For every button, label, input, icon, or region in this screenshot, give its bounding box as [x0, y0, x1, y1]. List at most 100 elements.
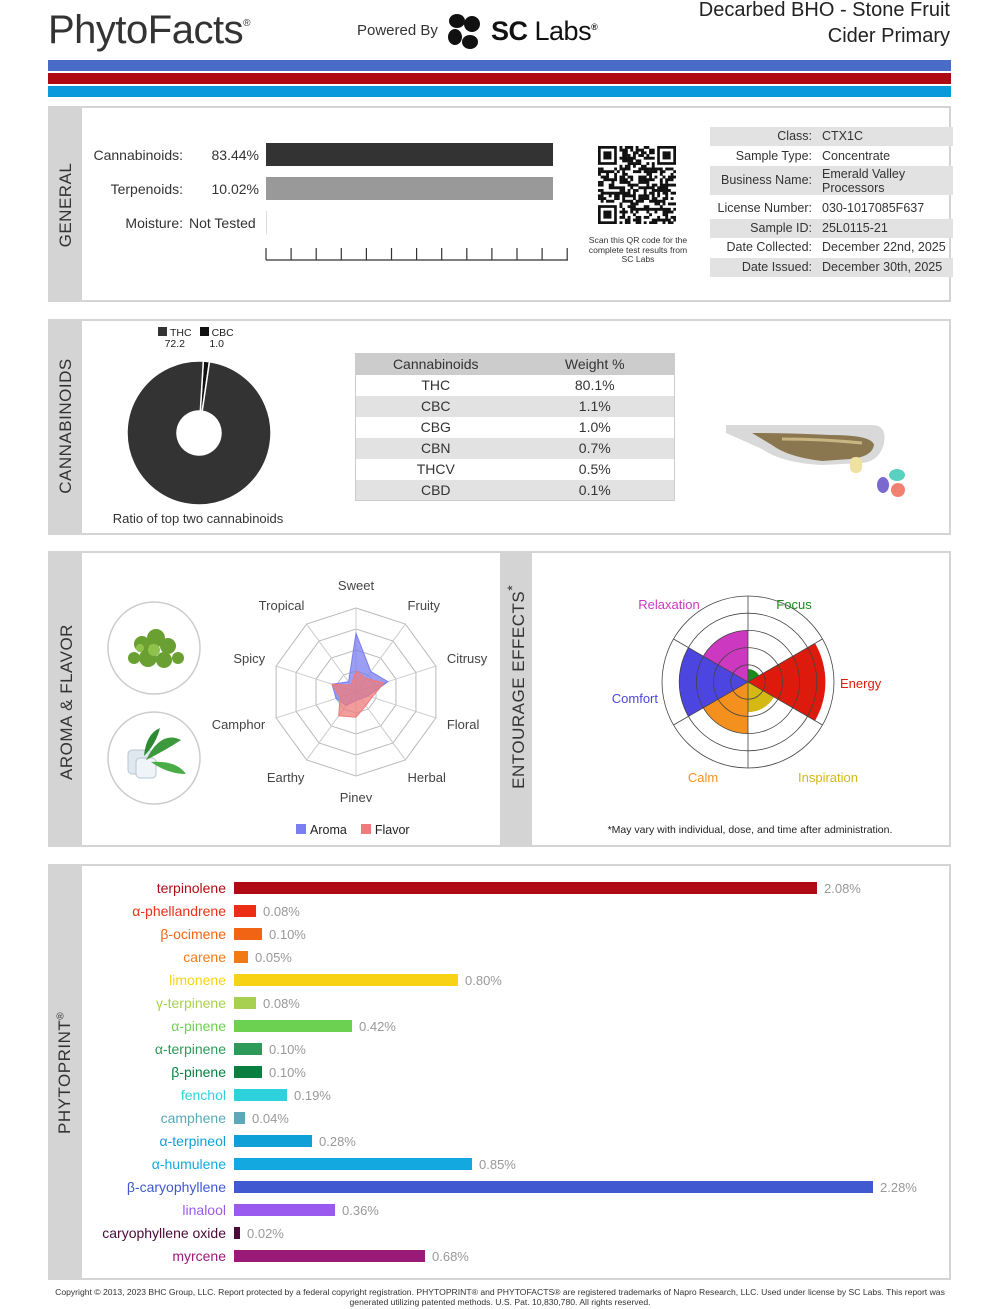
- terpene-name: myrcene: [172, 1248, 226, 1264]
- aroma-flavor-panel: AROMA & FLAVOR ENTOURAGE EFFECTS*: [48, 551, 951, 847]
- terpene-name: α-terpineol: [159, 1133, 226, 1149]
- info-row: Class: CTX1C: [710, 127, 953, 146]
- cannabinoid-weight: 0.7%: [578, 440, 611, 456]
- general-section-tab: GENERAL: [50, 108, 82, 300]
- hops-aroma-icon: [107, 601, 201, 695]
- terpene-name: γ-terpinene: [155, 995, 226, 1011]
- effect-grid-axis: [673, 638, 823, 726]
- cannabinoid-name: THC: [421, 377, 451, 393]
- table-row: THCV 0.5%: [356, 459, 675, 480]
- cannabinoid-weight: 1.0%: [578, 419, 611, 435]
- effect-label: Inspiration: [798, 770, 858, 785]
- donut-legend-item: CBC 1.0: [199, 327, 234, 350]
- info-key: License Number:: [717, 201, 813, 215]
- table-row: CBG 1.0%: [356, 417, 675, 438]
- terpene-value: 0.42%: [359, 1019, 396, 1034]
- effect-wedge-focus: [748, 669, 760, 682]
- effect-wedge-energy: [748, 643, 826, 721]
- terpene-name: caryophyllene oxide: [102, 1225, 226, 1241]
- terpene-value: 0.28%: [319, 1134, 356, 1149]
- metric-label: Moisture:: [125, 215, 183, 231]
- table-header-cannabinoid: Cannabinoids: [392, 356, 479, 373]
- terpene-bar: [234, 1204, 335, 1216]
- terpene-name: β-pinene: [171, 1064, 226, 1080]
- legend-swatch: [199, 327, 209, 336]
- metric-label: Terpenoids:: [110, 181, 183, 197]
- effect-label: Comfort: [612, 691, 659, 706]
- aroma-section-tab: AROMA & FLAVOR: [50, 553, 82, 845]
- info-key: Date Collected:: [726, 240, 812, 254]
- terpene-value: 0.10%: [269, 1042, 306, 1057]
- terpene-name: β-caryophyllene: [126, 1179, 226, 1195]
- terpene-bar: [234, 1112, 245, 1124]
- qr-code-icon[interactable]: [598, 146, 676, 224]
- table-row: THC 80.1%: [356, 375, 675, 396]
- cannabinoid-weight: 0.1%: [578, 481, 611, 498]
- terpene-bar: [234, 1043, 262, 1055]
- metric-bar: [266, 177, 553, 200]
- sc-labs-mark-icon: [448, 14, 480, 49]
- terpene-value: 0.05%: [255, 950, 292, 965]
- terpene-name: α-pinene: [171, 1018, 226, 1034]
- info-value: December 22nd, 2025: [822, 240, 946, 254]
- terpene-name: β-ocimene: [160, 926, 226, 942]
- terpene-value: 0.08%: [263, 996, 300, 1011]
- legend-name: Aroma: [310, 823, 347, 837]
- general-section-label: GENERAL: [56, 162, 75, 248]
- terpene-bar: [234, 974, 458, 986]
- terpene-value: 2.28%: [880, 1180, 917, 1195]
- radar-axis-label: Sweet: [338, 580, 375, 593]
- terpene-name: α-phellandrene: [132, 903, 226, 919]
- terpene-value: 0.36%: [342, 1203, 379, 1218]
- terpene-value: 0.10%: [269, 927, 306, 942]
- terpene-bar: [234, 1020, 352, 1032]
- metric-value: 83.44%: [211, 147, 259, 163]
- info-key: Sample ID:: [750, 221, 812, 235]
- entourage-disclaimer: *May vary with individual, dose, and tim…: [607, 824, 893, 836]
- qr-caption: Scan this QR code for the complete test …: [588, 235, 688, 264]
- terpene-bar: [234, 1066, 262, 1078]
- legend-swatch: [158, 327, 167, 336]
- terpene-bar: [234, 1227, 240, 1239]
- radar-legend-item: Flavor: [360, 823, 410, 837]
- metric-bar: [266, 211, 267, 234]
- table-row: CBD 0.1%: [355, 479, 675, 501]
- radar-axis-label: Piney: [340, 790, 373, 802]
- info-value: 25L0115-21: [822, 221, 888, 235]
- terpene-name: α-humulene: [151, 1156, 226, 1172]
- powered-by-label: Powered By: [357, 22, 438, 39]
- terpene-name: carene: [183, 949, 226, 965]
- cannabinoid-name: CBN: [420, 440, 451, 456]
- terpene-value: 2.08%: [824, 881, 861, 896]
- legend-ratio: 1.0: [209, 338, 224, 350]
- metric-value: 10.02%: [211, 181, 259, 197]
- radar-axis-label: Earthy: [267, 770, 305, 785]
- terpene-name: fenchol: [180, 1087, 226, 1103]
- info-value: December 30th, 2025: [822, 260, 943, 274]
- metric-label: Cannabinoids:: [93, 147, 183, 163]
- terpene-value: 0.04%: [252, 1111, 289, 1126]
- mint-aroma-icon: [107, 711, 201, 805]
- info-key: Class:: [777, 129, 812, 143]
- info-row: Sample Type: Concentrate: [710, 147, 953, 166]
- terpene-bar: [234, 997, 256, 1009]
- info-value: 030-1017085F637: [822, 201, 925, 215]
- donut-caption: Ratio of top two cannabinoids: [112, 511, 284, 526]
- legend-swatch: [360, 824, 371, 834]
- cannabinoids-section-label: CANNABINOIDS: [56, 358, 75, 494]
- terpene-value: 0.68%: [432, 1249, 469, 1264]
- donut-legend: THC 72.2 CBC 1.0: [158, 327, 234, 350]
- terpene-bar: [234, 1135, 312, 1147]
- brand-logo: PhytoFacts®: [48, 8, 250, 52]
- effect-label: Calm: [688, 770, 718, 785]
- terpene-bar: [234, 1089, 287, 1101]
- terpene-value: 0.85%: [479, 1157, 516, 1172]
- footer-copyright: Copyright © 2013, 2023 BHC Group, LLC. R…: [55, 1287, 945, 1307]
- radar-axis-label: Herbal: [408, 770, 446, 785]
- terpene-value: 0.02%: [247, 1226, 284, 1241]
- metric-scale: [265, 248, 568, 261]
- phytoprint-section-tab: PHYTOPRINT®: [50, 866, 82, 1278]
- radar-spoke: [306, 623, 357, 693]
- radar-axis-label: Spicy: [233, 651, 265, 666]
- cannabinoids-section-tab: CANNABINOIDS: [50, 321, 82, 533]
